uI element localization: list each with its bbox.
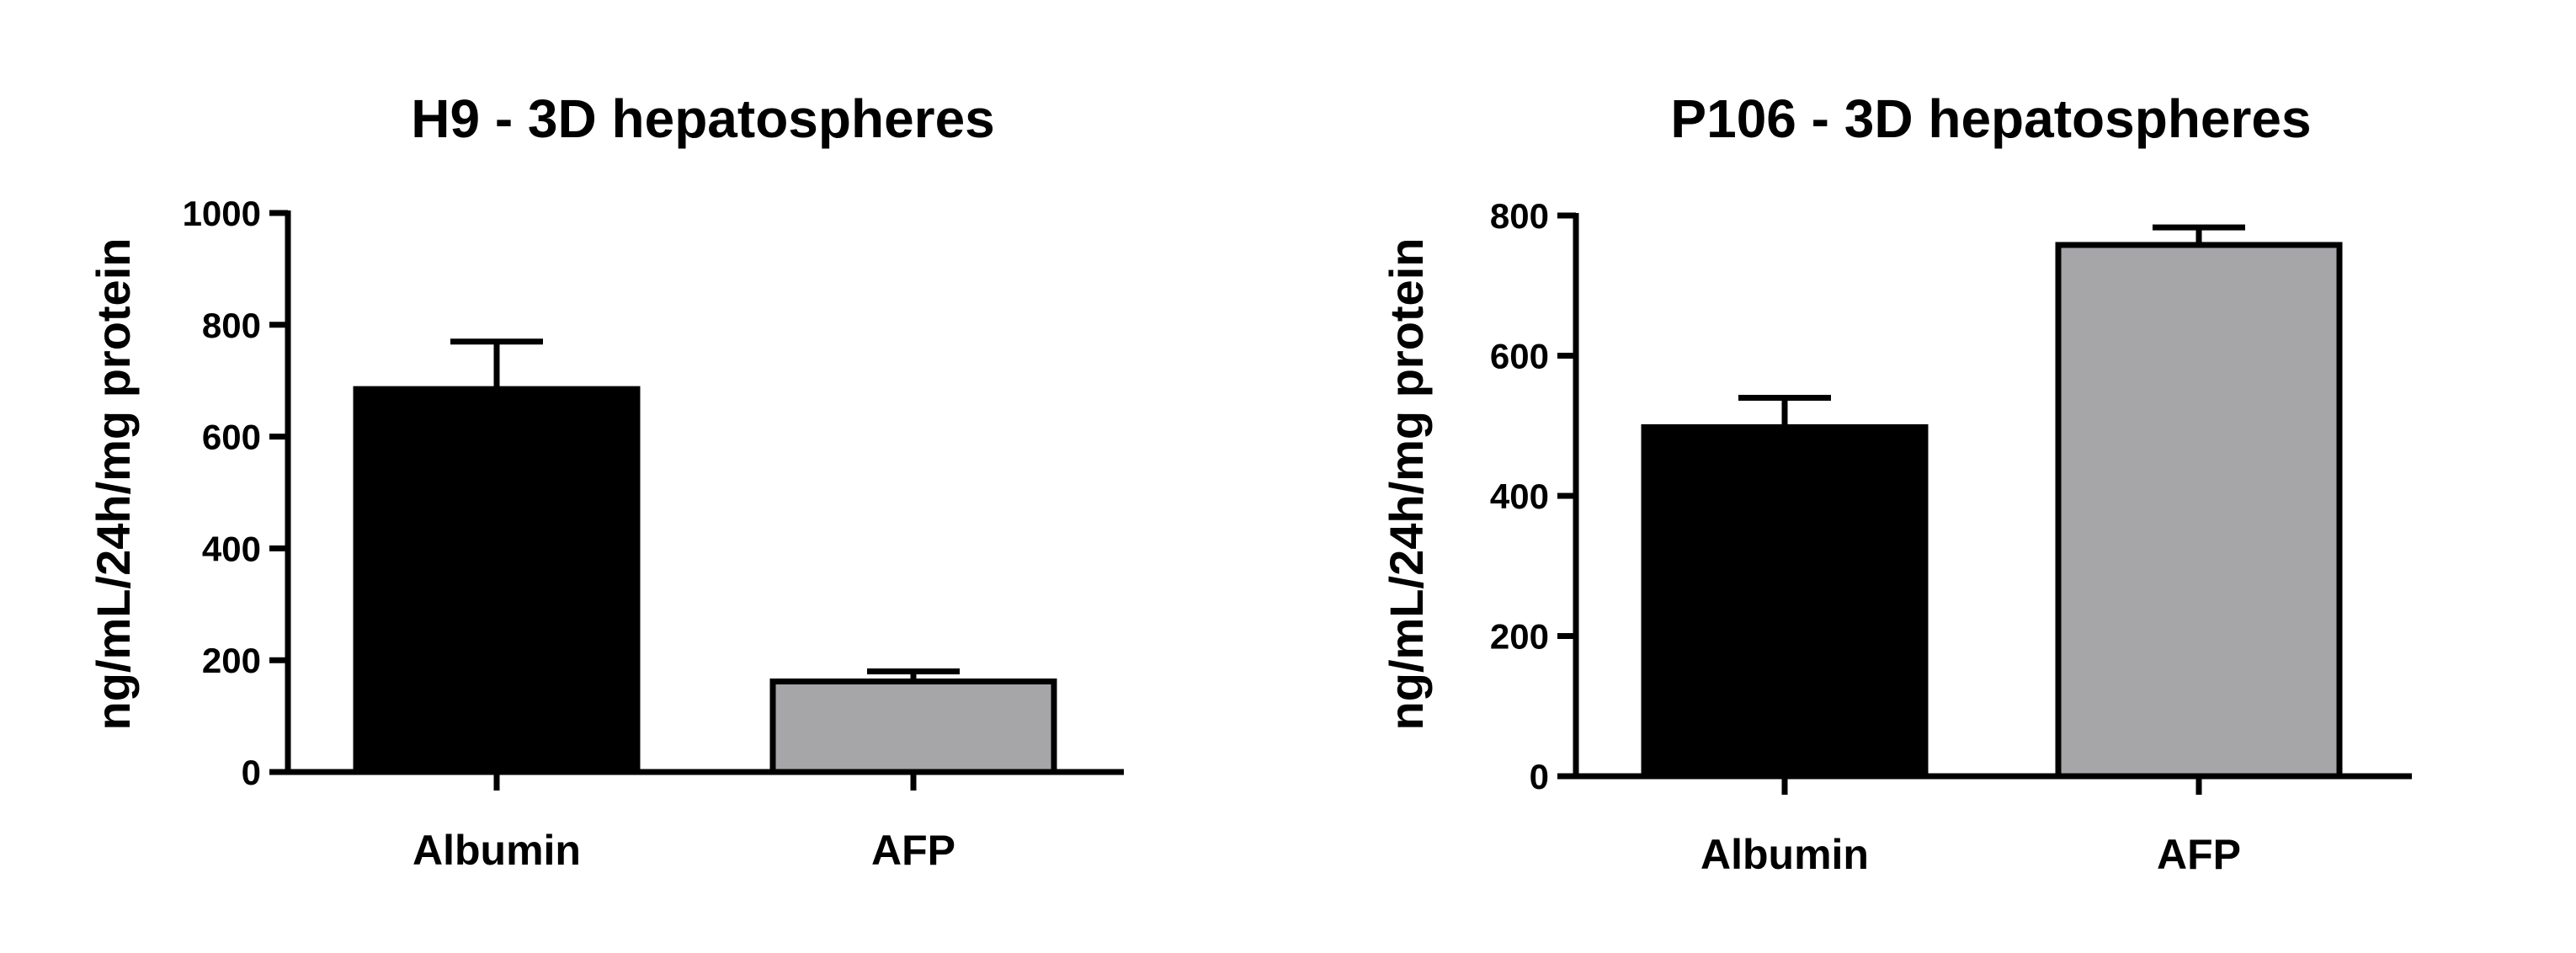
y-tick-label: 1000 — [183, 194, 261, 233]
x-tick-label: AFP — [871, 827, 955, 874]
y-axis-label: ng/mL/24h/mg protein — [87, 238, 140, 731]
y-tick-label: 0 — [1530, 757, 1549, 796]
y-tick-label: 800 — [202, 306, 261, 345]
bar-albumin — [1641, 423, 1929, 780]
y-tick-label: 400 — [1490, 476, 1549, 516]
x-tick-label: Albumin — [412, 827, 581, 874]
plot-area: 0 200 400 600 800 1000 Albumin AFP — [183, 194, 1124, 874]
y-axis-label: ng/mL/24h/mg protein — [1380, 238, 1433, 731]
bar-afp — [2055, 242, 2343, 780]
plot-area: 0 200 400 600 800 Albumin AFP — [1490, 196, 2412, 878]
y-tick-label: 200 — [202, 641, 261, 680]
x-tick-label: AFP — [2157, 831, 2241, 878]
chart-title: H9 - 3D hepatospheres — [411, 88, 995, 149]
chart-title: P106 - 3D hepatospheres — [1670, 88, 2311, 149]
y-tick-label: 600 — [1490, 337, 1549, 376]
chart-panel-h9: H9 - 3D hepatospheres ng/mL/24h/mg prote… — [87, 88, 1124, 874]
bar-albumin — [353, 386, 641, 775]
bar-afp — [769, 678, 1057, 775]
x-tick-label: Albumin — [1700, 831, 1869, 878]
y-tick-label: 800 — [1490, 196, 1549, 236]
y-tick-label: 600 — [202, 418, 261, 457]
y-tick-label: 400 — [202, 529, 261, 568]
y-tick-label: 0 — [242, 753, 261, 792]
y-tick-label: 200 — [1490, 617, 1549, 657]
chart-panel-p106: P106 - 3D hepatospheres ng/mL/24h/mg pro… — [1380, 88, 2412, 878]
